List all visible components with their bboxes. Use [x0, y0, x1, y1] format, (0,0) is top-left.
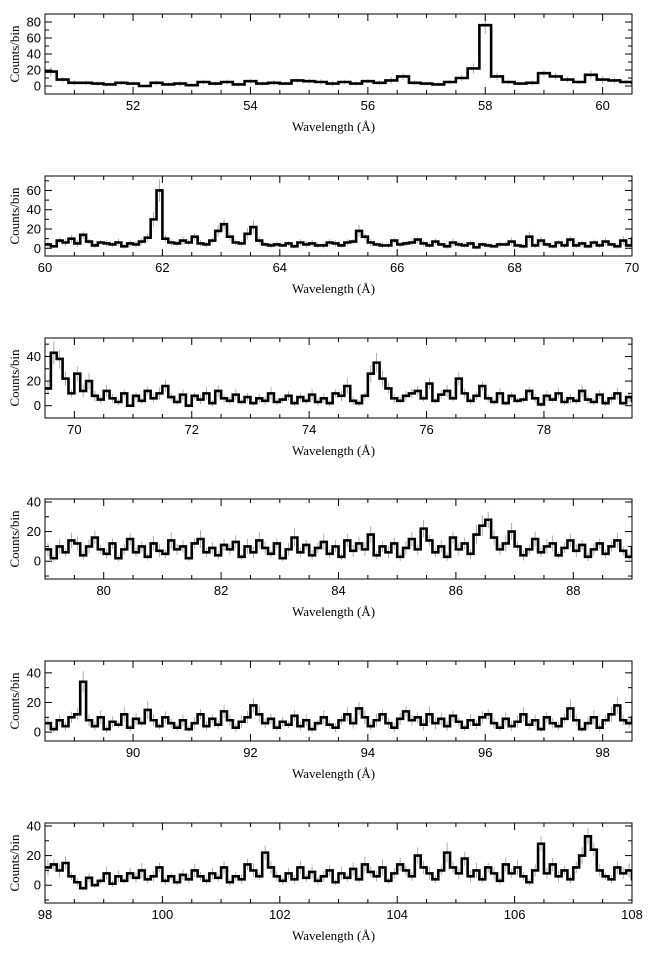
chart-panel-3: 70 72 74 76 78 0 20 40 Wavelength (Å) Counts/bin	[7, 337, 633, 458]
y-tick-label: 40	[27, 202, 41, 217]
x-tick-label: 98	[595, 745, 609, 760]
y-axis-title: Counts/bin	[7, 25, 22, 83]
spectrum-line	[45, 518, 632, 560]
y-tick-label: 20	[27, 524, 41, 539]
chart-panel-6: 98 100 102 104 106 108 0 20 40 Wavelength (Å) Coun…	[7, 818, 643, 943]
spectrum-line	[45, 835, 632, 890]
y-tick-label: 0	[34, 878, 41, 893]
y-axis-title: Counts/bin	[7, 349, 22, 407]
y-tick-label: 60	[27, 31, 41, 46]
x-tick-label: 92	[243, 745, 257, 760]
x-axis-title: Wavelength (Å)	[292, 281, 375, 296]
chart-panel-4: 80 82 84 86 88 0 20 40 Wavelength (Å) Counts/bin	[7, 494, 633, 619]
x-tick-label: 90	[126, 745, 140, 760]
spectrum-line	[45, 680, 632, 731]
x-tick-label: 62	[155, 260, 169, 275]
x-tick-label: 76	[419, 422, 433, 437]
y-axis-title: Counts/bin	[7, 510, 22, 568]
x-tick-label: 56	[361, 98, 375, 113]
y-axis-title: Counts/bin	[7, 672, 22, 730]
y-tick-label: 20	[27, 695, 41, 710]
x-tick-label: 72	[185, 422, 199, 437]
x-tick-label: 80	[96, 583, 110, 598]
x-tick-label: 96	[478, 745, 492, 760]
y-tick-label: 20	[27, 63, 41, 78]
y-tick-label: 20	[27, 848, 41, 863]
x-tick-label: 86	[449, 583, 463, 598]
error-bars	[47, 828, 630, 891]
x-tick-label: 52	[126, 98, 140, 113]
x-tick-label: 106	[504, 907, 526, 922]
x-tick-label: 104	[386, 907, 408, 922]
spectrum-line	[45, 189, 632, 249]
y-tick-label: 80	[27, 15, 41, 30]
x-tick-label: 82	[214, 583, 228, 598]
error-bars	[47, 179, 630, 250]
x-tick-label: 100	[152, 907, 174, 922]
y-tick-label: 40	[27, 665, 41, 680]
x-tick-label: 60	[595, 98, 609, 113]
x-axis-title: Wavelength (Å)	[292, 443, 375, 458]
y-tick-label: 40	[27, 818, 41, 833]
x-tick-label: 84	[331, 583, 345, 598]
y-tick-label: 0	[34, 398, 41, 413]
x-tick-label: 64	[273, 260, 287, 275]
y-tick-label: 40	[27, 494, 41, 509]
chart-panel-2: 60 62 64 66 68 70 0 20 40 60 Wavelength (Å) Counts/…	[7, 175, 639, 296]
y-tick-label: 40	[27, 47, 41, 62]
x-axis-title: Wavelength (Å)	[292, 119, 375, 134]
y-tick-label: 60	[27, 183, 41, 198]
x-tick-label: 98	[38, 907, 52, 922]
x-tick-label: 102	[269, 907, 291, 922]
x-tick-label: 58	[478, 98, 492, 113]
y-tick-label: 20	[27, 374, 41, 389]
x-tick-label: 70	[625, 260, 639, 275]
spectrum-line	[45, 23, 632, 88]
y-tick-label: 0	[34, 725, 41, 740]
x-tick-label: 108	[621, 907, 643, 922]
x-tick-label: 68	[507, 260, 521, 275]
chart-panel-5: 90 92 94 96 98 0 20 40 Wavelength (Å) Counts/bin	[7, 660, 633, 781]
spectrum-line	[45, 351, 632, 407]
x-tick-label: 88	[566, 583, 580, 598]
x-tick-label: 94	[361, 745, 375, 760]
y-axis-title: Counts/bin	[7, 834, 22, 892]
x-tick-label: 66	[390, 260, 404, 275]
x-tick-label: 78	[537, 422, 551, 437]
x-axis-title: Wavelength (Å)	[292, 928, 375, 943]
x-axis-title: Wavelength (Å)	[292, 766, 375, 781]
y-tick-label: 0	[34, 554, 41, 569]
x-tick-label: 74	[302, 422, 316, 437]
y-tick-label: 20	[27, 222, 41, 237]
x-axis-title: Wavelength (Å)	[292, 604, 375, 619]
y-tick-label: 40	[27, 349, 41, 364]
y-tick-label: 0	[34, 79, 41, 94]
x-tick-label: 54	[243, 98, 257, 113]
x-tick-label: 60	[38, 260, 52, 275]
y-tick-label: 0	[34, 241, 41, 256]
x-tick-label: 70	[67, 422, 81, 437]
y-axis-title: Counts/bin	[7, 187, 22, 245]
